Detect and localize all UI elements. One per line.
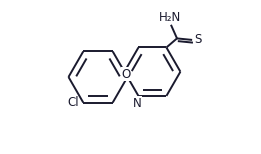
Text: S: S — [194, 33, 201, 46]
Text: N: N — [133, 97, 142, 110]
Text: O: O — [121, 68, 130, 81]
Text: Cl: Cl — [68, 96, 79, 109]
Text: H₂N: H₂N — [159, 11, 181, 24]
